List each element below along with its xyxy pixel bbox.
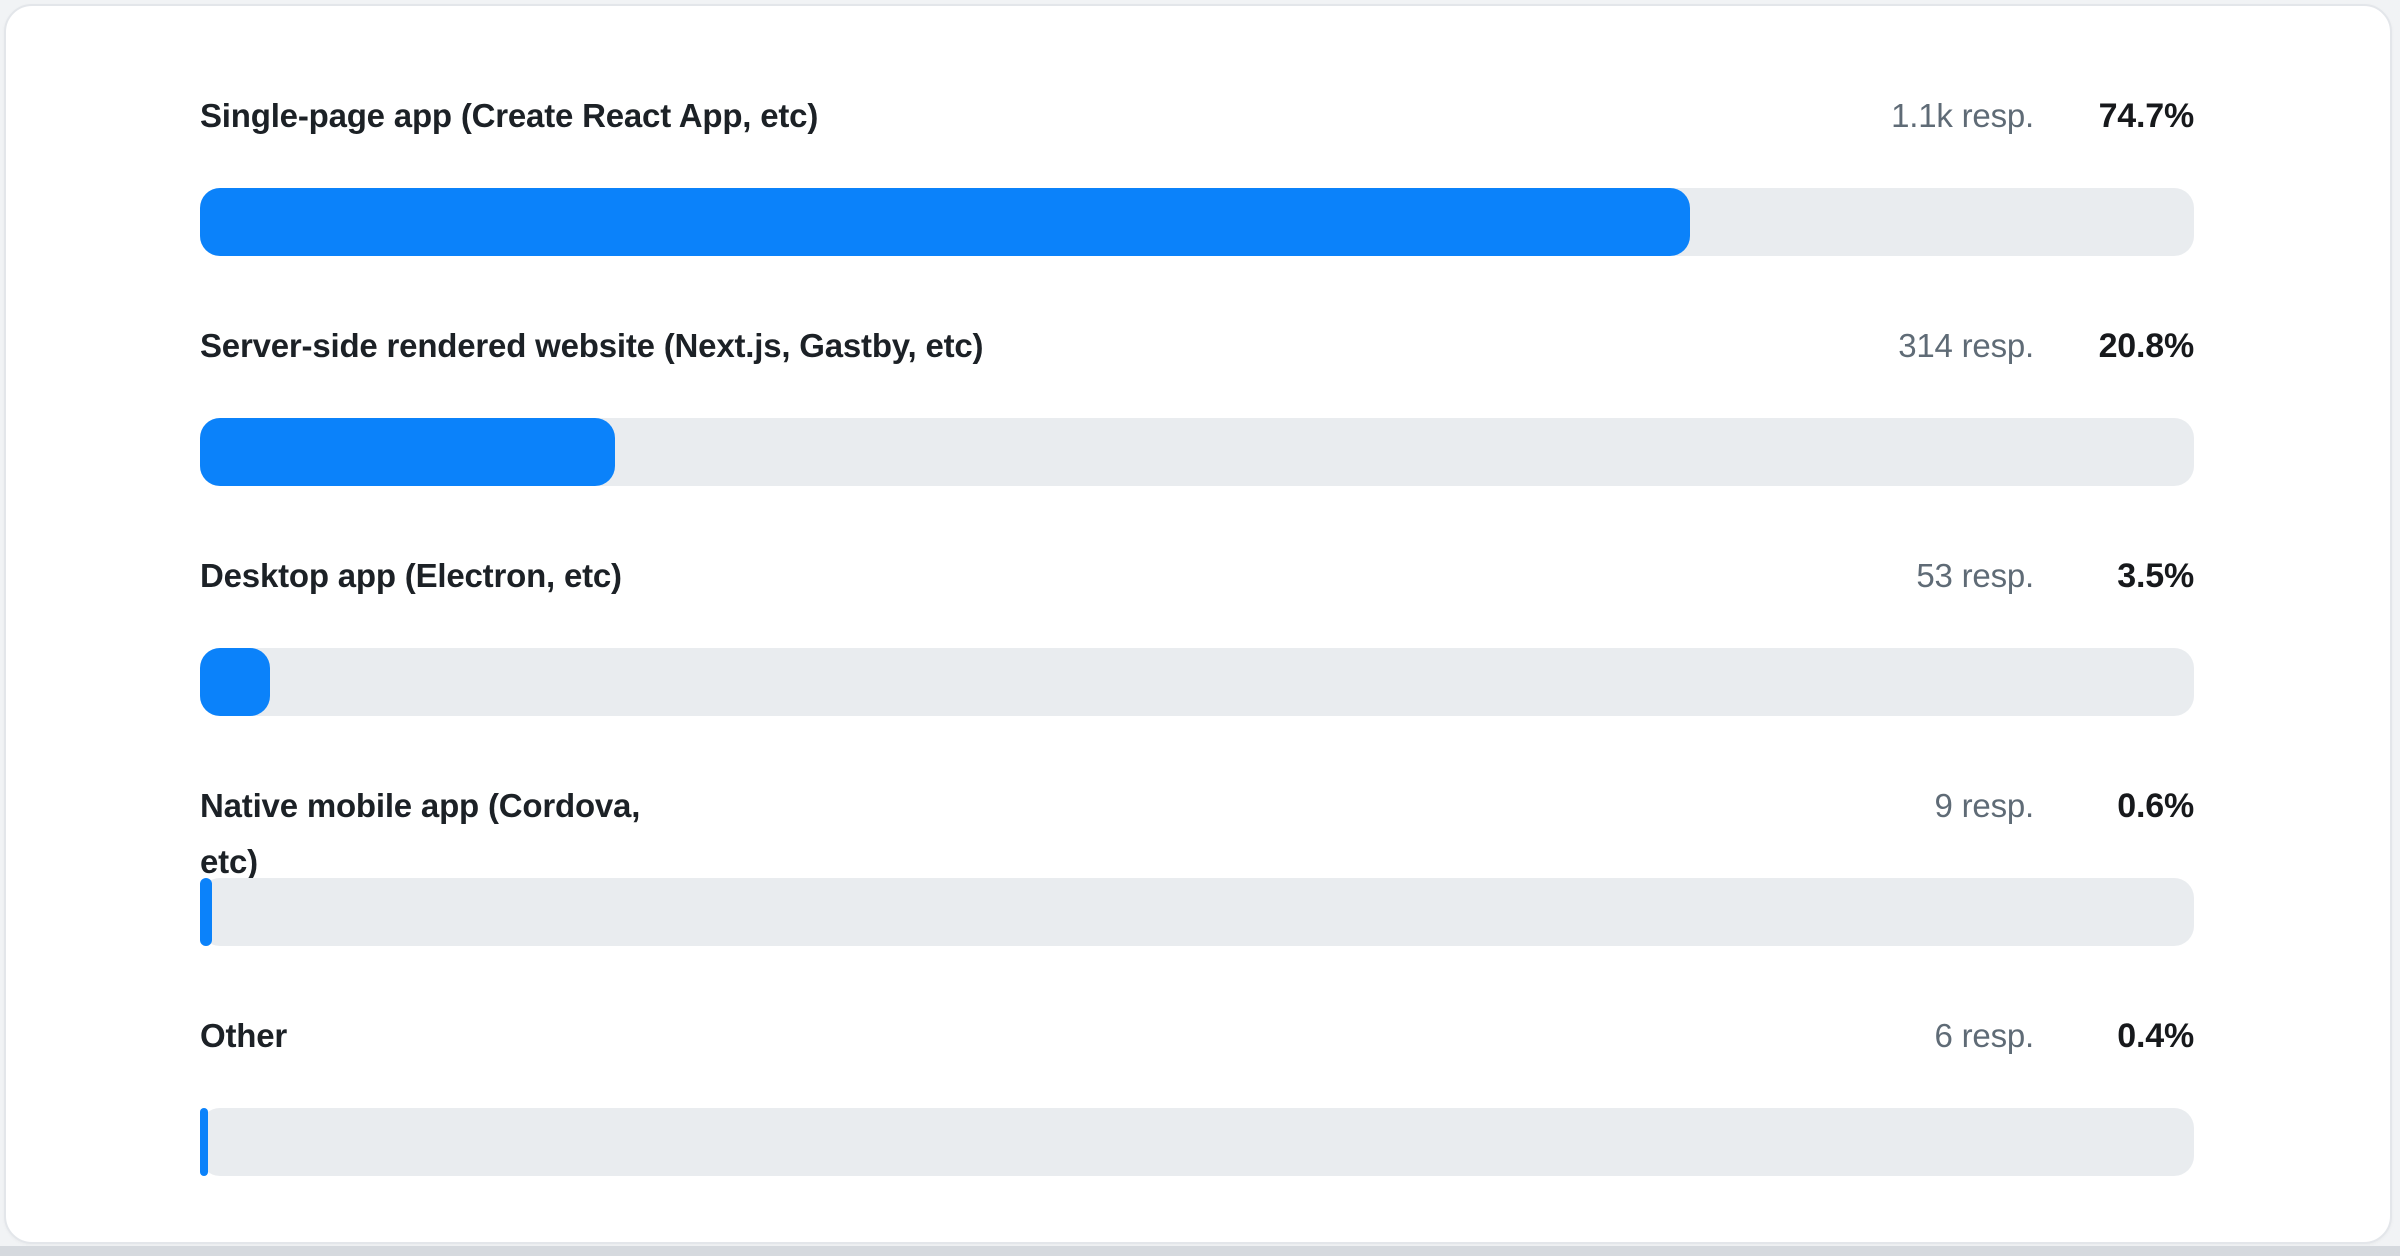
row-values: 1.1k resp. 74.7% — [1891, 92, 2194, 140]
response-count: 1.1k resp. — [1891, 97, 2034, 134]
option-label: Native mobile app (Cordova, etc) — [200, 787, 641, 880]
percent-value: 3.5% — [2117, 557, 2194, 595]
option-label: Server-side rendered website (Next.js, G… — [200, 327, 984, 364]
row-header: Single-page app (Create React App, etc) … — [200, 96, 2194, 144]
row-header: Other 6 resp. 0.4% — [200, 1016, 2194, 1064]
row-values: 9 resp. 0.6% — [1935, 782, 2195, 830]
bar-track — [200, 878, 2194, 946]
survey-option-row-5: Other 6 resp. 0.4% — [200, 1016, 2194, 1176]
row-values: 314 resp. 20.8% — [1898, 322, 2194, 370]
survey-option-row-4: Native mobile app (Cordova, etc) 9 resp.… — [200, 786, 2194, 946]
survey-option-row-2: Server-side rendered website (Next.js, G… — [200, 326, 2194, 486]
percent-value: 20.8% — [2098, 327, 2195, 365]
row-values: 53 resp. 3.5% — [1916, 552, 2194, 600]
bar-fill — [200, 418, 615, 486]
bar-fill — [200, 648, 270, 716]
row-values: 6 resp. 0.4% — [1935, 1012, 2195, 1060]
row-header: Native mobile app (Cordova, etc) 9 resp.… — [200, 786, 2194, 880]
survey-option-row-3: Desktop app (Electron, etc) 53 resp. 3.5… — [200, 556, 2194, 716]
option-label: Desktop app (Electron, etc) — [200, 557, 622, 594]
percent-value: 0.6% — [2117, 787, 2194, 825]
row-header: Desktop app (Electron, etc) 53 resp. 3.5… — [200, 556, 2194, 604]
row-header: Server-side rendered website (Next.js, G… — [200, 326, 2194, 374]
response-count: 9 resp. — [1934, 787, 2035, 824]
percent-value: 74.7% — [2098, 97, 2195, 135]
bar-fill — [200, 878, 212, 946]
next-card-top-edge — [0, 1246, 2400, 1256]
percent-value: 0.4% — [2117, 1017, 2194, 1055]
bar-track — [200, 188, 2194, 256]
response-count: 314 resp. — [1898, 327, 2034, 364]
option-label: Other — [200, 1017, 288, 1054]
bar-fill — [200, 188, 1690, 256]
survey-option-row-1: Single-page app (Create React App, etc) … — [200, 96, 2194, 256]
option-label: Single-page app (Create React App, etc) — [200, 97, 819, 134]
bar-track — [200, 418, 2194, 486]
response-count: 53 resp. — [1916, 557, 2034, 594]
bar-track — [200, 648, 2194, 716]
bar-track — [200, 1108, 2194, 1176]
survey-results-card: Single-page app (Create React App, etc) … — [4, 4, 2392, 1244]
bar-fill — [200, 1108, 208, 1176]
response-count: 6 resp. — [1934, 1017, 2035, 1054]
